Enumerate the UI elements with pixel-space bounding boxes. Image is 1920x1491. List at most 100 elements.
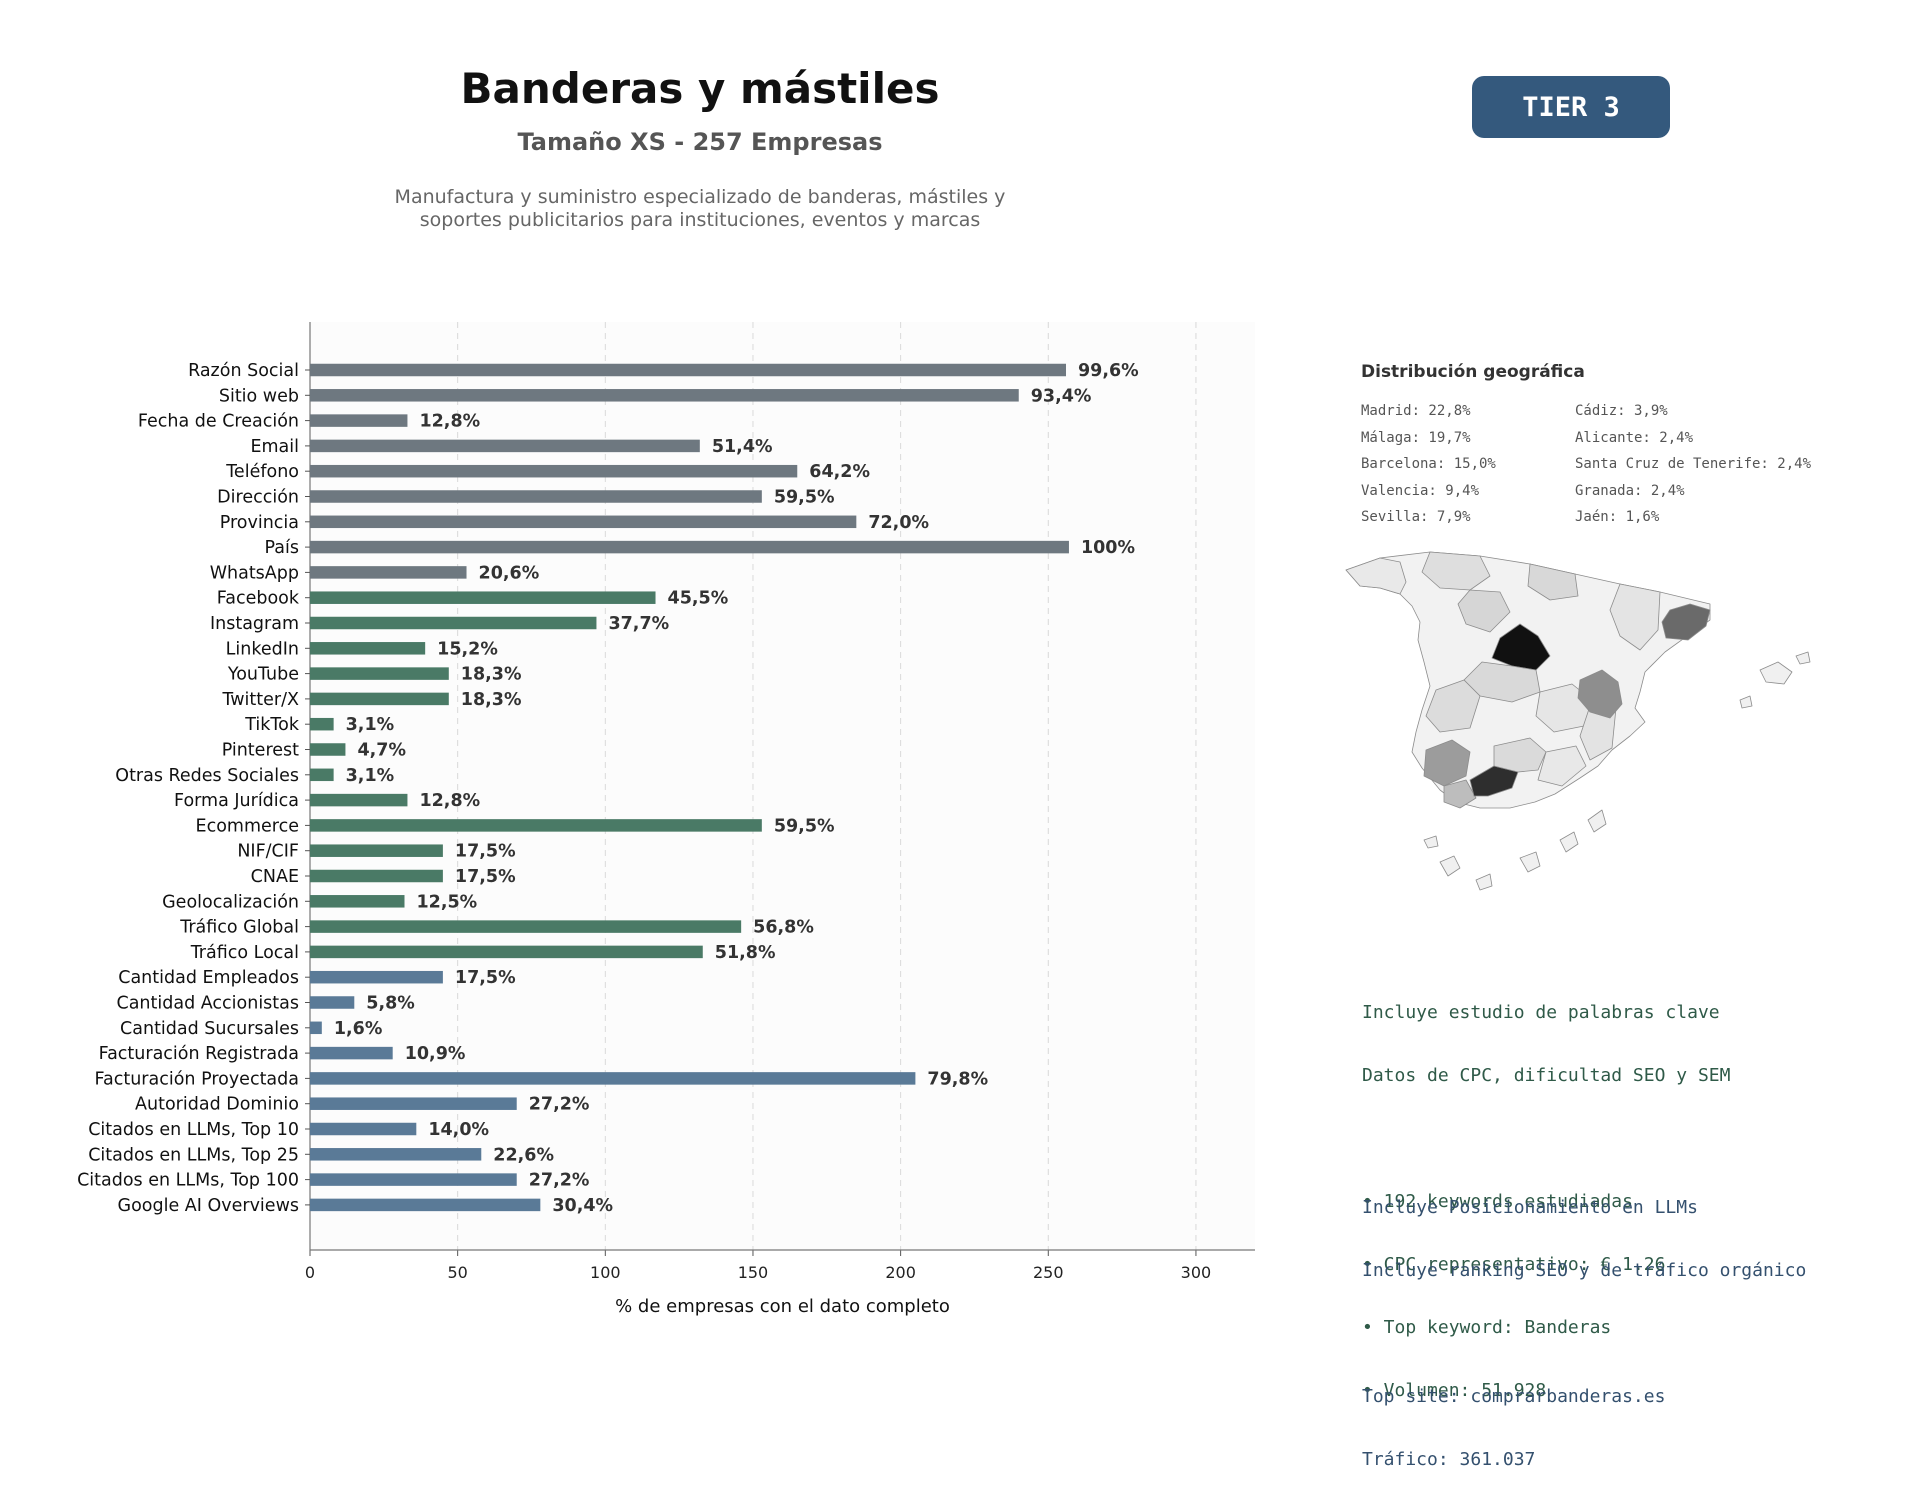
value-label: 99,6% — [1078, 361, 1139, 381]
category-label: Citados en LLMs, Top 100 — [77, 1171, 299, 1191]
bar — [310, 439, 700, 453]
province-shape — [1537, 745, 1587, 787]
x-tick-label: 100 — [590, 1263, 621, 1282]
value-label: 59,5% — [774, 816, 835, 836]
value-label: 12,5% — [417, 892, 478, 912]
bar — [310, 895, 405, 908]
category-label: Facturación Proyectada — [95, 1069, 299, 1089]
value-label: 10,9% — [405, 1044, 466, 1064]
bar — [310, 1046, 393, 1060]
completeness-bar-chart: 0 50 100 150 200 250 300 Razón Social 99,6% Sitio… — [77, 322, 1255, 1317]
bar — [310, 1198, 541, 1212]
value-label: 17,5% — [455, 867, 516, 887]
bar — [310, 1097, 517, 1110]
llm-line: Top site: comprarbanderas.es — [1362, 1386, 1666, 1407]
geo-item: Granada: 2,4% — [1575, 482, 1685, 499]
bar — [310, 389, 1019, 402]
x-axis-label: % de empresas con el dato completo — [615, 1296, 950, 1317]
category-label: Otras Redes Sociales — [115, 766, 299, 786]
value-label: 18,3% — [461, 690, 522, 710]
category-label: YouTube — [227, 665, 299, 685]
category-label: Citados en LLMs, Top 25 — [88, 1145, 299, 1165]
value-label: 5,8% — [366, 994, 415, 1014]
bar — [310, 363, 1066, 377]
bar — [310, 717, 334, 731]
bar — [310, 667, 449, 680]
geo-item: Alicante: 2,4% — [1575, 429, 1694, 446]
category-label: País — [265, 538, 299, 558]
bar — [310, 768, 334, 782]
geo-item: Barcelona: 15,0% — [1361, 456, 1496, 472]
bar — [310, 692, 449, 706]
category-label: NIF/CIF — [237, 842, 299, 862]
category-label: Email — [250, 437, 299, 457]
value-label: 12,8% — [419, 791, 480, 811]
bar — [310, 1122, 417, 1136]
keywords-info: Incluye estudio de palabras clave Datos … — [1362, 960, 1730, 1422]
value-label: 3,1% — [346, 766, 395, 786]
value-label: 14,0% — [428, 1120, 489, 1140]
value-label: 3,1% — [346, 715, 395, 735]
balearic-islands — [1739, 651, 1811, 709]
bar — [310, 1148, 482, 1161]
geo-item: Madrid: 22,8% — [1361, 403, 1471, 419]
category-label: Facturación Registrada — [99, 1044, 299, 1064]
category-label: Provincia — [220, 513, 299, 533]
geo-item: Valencia: 9,4% — [1361, 482, 1480, 499]
value-label: 17,5% — [455, 842, 516, 862]
llm-line: Tráfico: 361.037 — [1362, 1449, 1536, 1470]
province-shape — [1493, 737, 1547, 773]
bar — [310, 1173, 517, 1186]
category-label: Citados en LLMs, Top 10 — [88, 1120, 299, 1140]
geo-item: Cádiz: 3,9% — [1575, 403, 1668, 419]
province-valencia — [1577, 669, 1623, 719]
keywords-line: • Top keyword: Banderas — [1362, 1317, 1612, 1338]
sector-description: Manufactura y suministro especializado d… — [300, 186, 1100, 232]
value-label: 15,2% — [437, 639, 498, 659]
value-label: 30,4% — [552, 1196, 613, 1216]
province-shape — [1425, 679, 1481, 733]
tier-badge: TIER 3 — [1472, 76, 1670, 138]
keywords-line — [1362, 1128, 1730, 1149]
value-label: 93,4% — [1031, 386, 1092, 406]
bar — [310, 819, 762, 832]
value-label: 59,5% — [774, 488, 835, 508]
category-label: Fecha de Creación — [138, 412, 299, 432]
geo-item: Jaén: 1,6% — [1575, 509, 1660, 525]
bar — [310, 920, 742, 933]
description-line: Manufactura y suministro especializado d… — [394, 186, 1006, 208]
bar — [310, 996, 355, 1009]
spain-map-icon — [1345, 551, 1811, 891]
category-label: Autoridad Dominio — [135, 1095, 299, 1115]
province-cadiz — [1443, 779, 1477, 809]
geo-item: Málaga: 19,7% — [1361, 429, 1471, 446]
keywords-line: Datos de CPC, dificultad SEO y SEM — [1362, 1065, 1731, 1086]
x-tick-label: 50 — [447, 1263, 467, 1282]
category-label: TikTok — [244, 715, 300, 735]
value-label: 27,2% — [529, 1171, 590, 1191]
category-label: Instagram — [210, 614, 299, 634]
page-title: Banderas y mástiles — [460, 64, 940, 113]
province-sevilla — [1423, 739, 1471, 787]
value-label: 37,7% — [608, 614, 669, 634]
value-label: 79,8% — [927, 1069, 988, 1089]
value-label: 51,8% — [715, 943, 776, 963]
geo-item: Santa Cruz de Tenerife: 2,4% — [1575, 456, 1812, 472]
province-barcelona — [1661, 603, 1711, 641]
value-label: 64,2% — [809, 462, 870, 482]
category-label: Google AI Overviews — [118, 1196, 299, 1216]
value-label: 18,3% — [461, 665, 522, 685]
category-label: LinkedIn — [226, 639, 299, 659]
bar — [310, 1021, 322, 1035]
province-shape — [1345, 557, 1407, 595]
bar — [310, 566, 467, 579]
geo-item: Sevilla: 7,9% — [1361, 509, 1471, 525]
province-shape — [1609, 583, 1661, 651]
bar — [310, 743, 346, 756]
category-label: Facebook — [217, 589, 300, 609]
plot-area — [310, 322, 1255, 1250]
bar — [310, 515, 857, 529]
value-label: 20,6% — [479, 563, 540, 583]
category-label: Ecommerce — [196, 816, 299, 836]
bar — [310, 970, 443, 984]
